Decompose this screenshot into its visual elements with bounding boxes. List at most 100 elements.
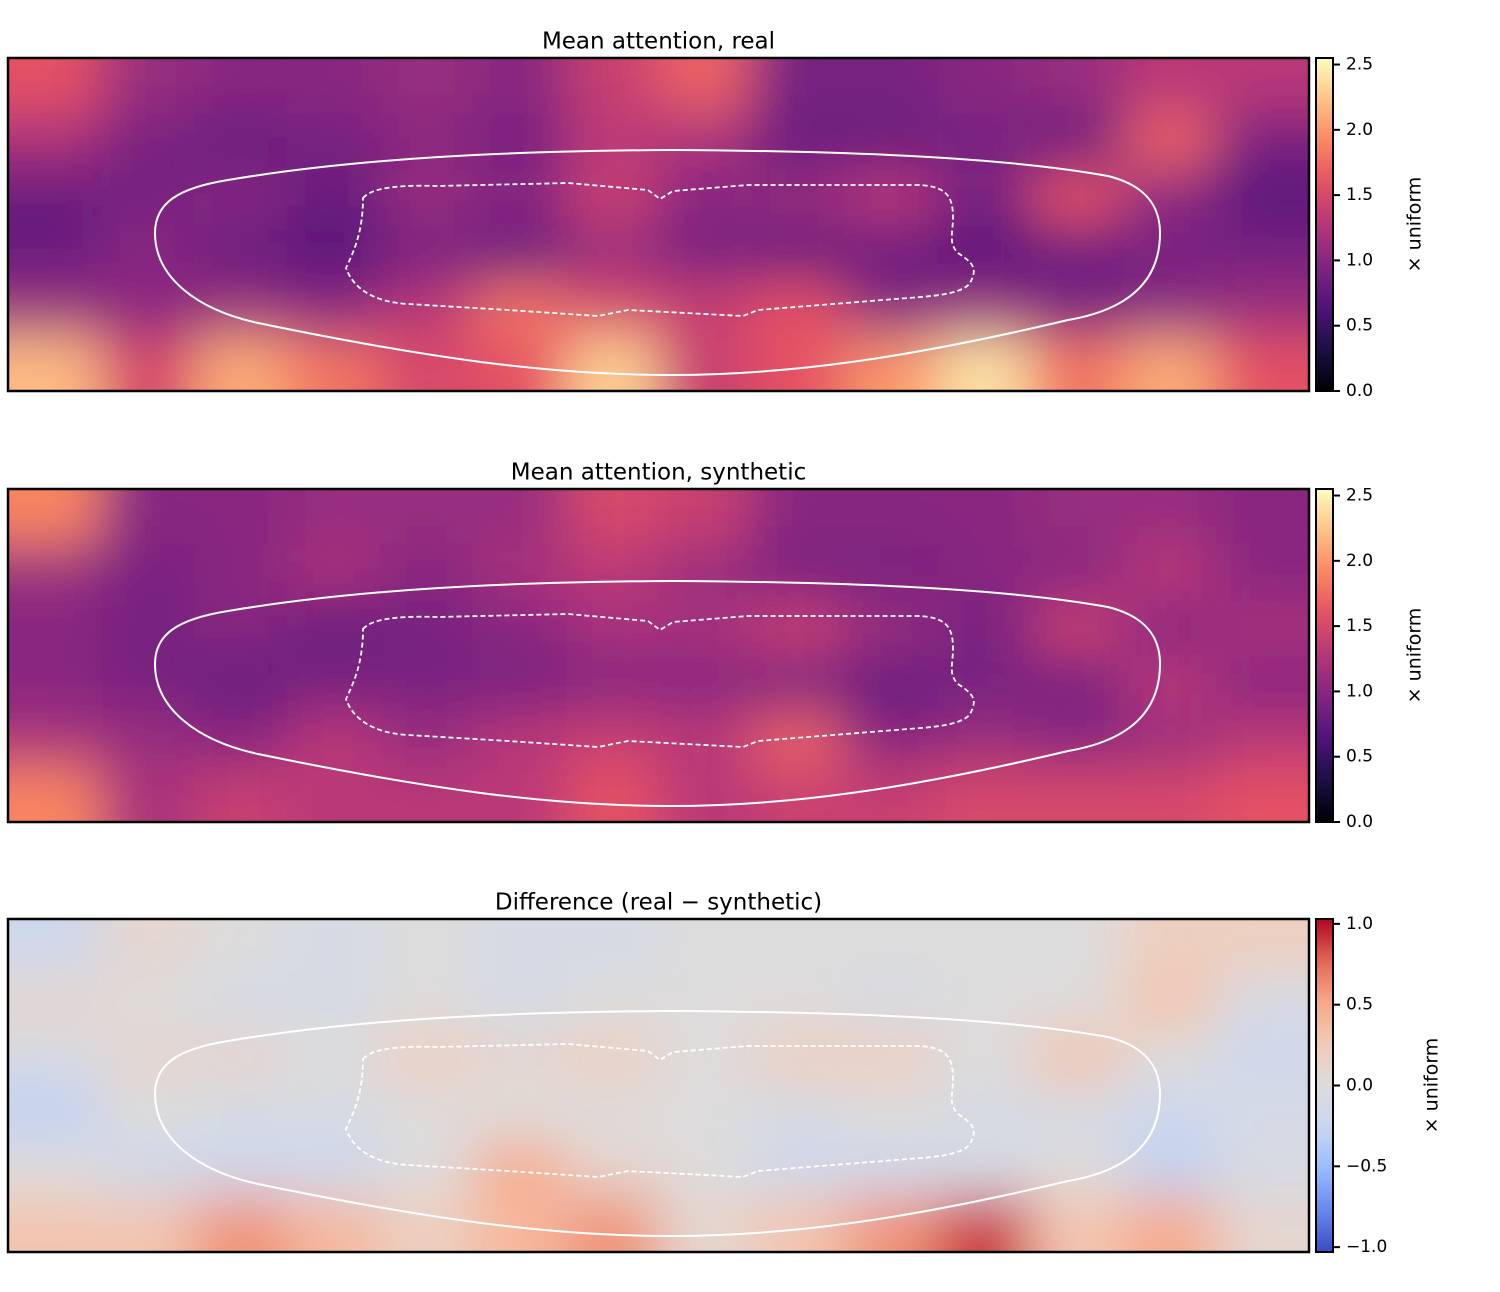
heatmap-cell [565,711,659,767]
heatmap-cell [844,335,938,391]
heatmap-cell [937,280,1031,336]
heatmap-cell [565,1085,659,1142]
heatmap-cell [658,58,752,114]
colorbar-tick-label: −1.0 [1346,1237,1387,1257]
heatmap-cell [286,1141,381,1197]
heatmap-cell [565,113,659,170]
colorbar-tick-label: 2.0 [1346,551,1373,571]
heatmap-cell [379,600,474,656]
heatmap-cell [658,1196,752,1252]
heatmap-cell [286,1030,381,1086]
colorbar-tick-label: 2.5 [1346,486,1373,506]
panel [6,917,1311,1254]
heatmap-cell [100,113,195,170]
heatmap-cell [565,169,659,225]
heatmap-cell [937,655,1031,712]
heatmap-cell [658,974,752,1031]
heatmap-cell [1030,919,1124,975]
heatmap-cell [1216,113,1309,170]
heatmap-cell [472,489,567,545]
heatmap-cell [472,919,567,975]
heatmap-cell [751,169,845,225]
heatmap-cell [751,766,845,822]
heatmap-cell [100,169,195,225]
heatmap-cell [751,280,845,336]
heatmap-cell [1030,600,1124,656]
heatmap-cell [937,489,1031,545]
heatmap-cell [8,58,102,114]
heatmap-cell [1216,655,1309,712]
heatmap-cell [937,1085,1031,1142]
heatmap-cell [1123,544,1217,601]
heatmap-cell [286,600,381,656]
heatmap-cell [193,974,288,1031]
heatmap-cell [286,280,381,336]
heatmap-cell [1216,1196,1309,1252]
heatmap-cell [193,280,288,336]
heatmap-cell [286,974,381,1031]
heatmap-cell [472,1141,567,1197]
heatmap-cell [379,280,474,336]
heatmap-cell [937,1141,1031,1197]
heatmap-cell [1030,169,1124,225]
heatmap-cell [100,711,195,767]
heatmap-cell [844,280,938,336]
heatmap-cell [844,600,938,656]
heatmap-cell [937,224,1031,281]
heatmap-cell [844,169,938,225]
heatmap-cell [472,766,567,822]
heatmap-cell [1216,1085,1309,1142]
heatmap-cell [1216,280,1309,336]
heatmap-cell [1123,919,1217,975]
heatmap-cell [379,711,474,767]
heatmap-cell [658,766,752,822]
heatmap-cell [286,1196,381,1252]
heatmap-cell [565,766,659,822]
colorbar-tick-label: 1.0 [1346,681,1373,701]
heatmap-cell [379,919,474,975]
heatmap-cell [100,919,195,975]
heatmap-cell [937,766,1031,822]
heatmap-cell [100,766,195,822]
heatmap-cell [1123,169,1217,225]
heatmap-cell [844,711,938,767]
heatmap-cell [844,58,938,114]
heatmap-cell [1216,1141,1309,1197]
heatmap-cell [286,766,381,822]
heatmap-cell [100,1141,195,1197]
heatmap-cell [751,544,845,601]
heatmap-cell [379,224,474,281]
heatmap-cell [844,1196,938,1252]
heatmap-cell [193,1196,288,1252]
panel-frame [6,917,1311,1254]
heatmap-cell [1030,766,1124,822]
heatmap-cell [658,1085,752,1142]
heatmap-cell [472,655,567,712]
heatmap-cell [8,655,102,712]
heatmap-cell [751,1196,845,1252]
heatmap-cell [1030,655,1124,712]
heatmap-cell [1123,224,1217,281]
heatmap-cell [472,711,567,767]
heatmap-cell [193,489,288,545]
heatmap-cell [937,1196,1031,1252]
heatmap-cell [1123,1141,1217,1197]
heatmap-cell [1216,1030,1309,1086]
heatmap-cell [286,113,381,170]
heatmap-cell [1216,58,1309,114]
colorbar-tick-label: 0.0 [1346,812,1373,832]
heatmap-cell [8,224,102,281]
heatmap-cell [472,544,567,601]
heatmap-cell [379,58,474,114]
heatmap-cell [1216,974,1309,1031]
heatmap-cell [193,1141,288,1197]
heatmap-cell [1123,280,1217,336]
heatmap-cell [1030,1085,1124,1142]
heatmap-cell [658,544,752,601]
heatmap-cell [565,335,659,391]
colorbar-label: × uniform [1404,177,1426,273]
heatmap-cell [379,1030,474,1086]
panel [6,56,1311,393]
heatmap-cell [751,919,845,975]
heatmap-cell [379,1196,474,1252]
